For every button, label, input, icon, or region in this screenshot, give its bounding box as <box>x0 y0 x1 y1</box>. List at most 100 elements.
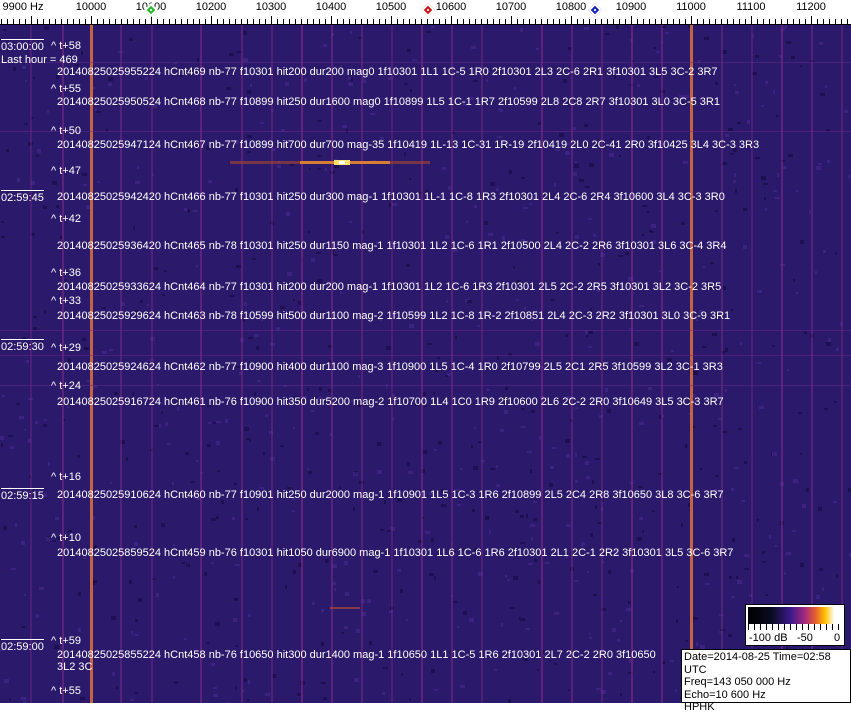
noise <box>44 493 47 497</box>
noise <box>22 337 26 340</box>
noise <box>600 253 605 257</box>
noise <box>0 649 3 651</box>
noise <box>3 526 7 530</box>
noise <box>447 373 451 376</box>
noise <box>566 143 570 145</box>
noise <box>129 580 132 584</box>
noise <box>681 222 685 225</box>
noise <box>607 362 609 364</box>
noise <box>367 599 371 603</box>
noise <box>677 586 679 588</box>
noise <box>95 108 97 111</box>
noise <box>608 570 611 574</box>
noise <box>625 252 629 255</box>
noise <box>825 85 827 88</box>
noise <box>80 697 85 700</box>
noise <box>521 239 525 242</box>
noise <box>734 84 736 86</box>
noise <box>521 408 525 410</box>
noise <box>819 42 823 45</box>
noise <box>659 270 662 272</box>
noise <box>0 436 4 440</box>
noise <box>793 279 795 282</box>
noise <box>810 334 814 338</box>
noise <box>8 435 13 437</box>
noise <box>671 350 674 352</box>
noise <box>184 638 187 640</box>
noise <box>584 124 588 127</box>
noise <box>460 685 465 688</box>
noise <box>639 305 644 307</box>
time-offset: ^ t+33 <box>51 295 81 307</box>
detection-record: 20140825025936420 hCnt465 nb-78 f10301 h… <box>57 240 727 252</box>
noise <box>505 575 507 577</box>
noise <box>217 470 220 472</box>
noise <box>190 481 195 483</box>
detection-record: 20140825025947124 hCnt467 nb-77 f10899 h… <box>57 139 760 151</box>
noise <box>737 122 741 124</box>
noise <box>496 465 498 468</box>
noise <box>132 392 134 396</box>
noise <box>786 647 788 650</box>
noise <box>765 208 767 211</box>
noise <box>407 397 409 400</box>
noise <box>736 576 738 579</box>
noise <box>536 48 539 50</box>
meteor-streak <box>330 607 360 609</box>
noise <box>513 266 515 269</box>
noise <box>31 117 33 119</box>
noise <box>575 480 578 483</box>
noise <box>216 516 219 519</box>
noise <box>725 389 727 392</box>
noise <box>26 360 29 363</box>
noise <box>586 476 590 479</box>
noise <box>389 610 393 613</box>
noise <box>328 345 332 348</box>
time-offset: ^ t+55 <box>51 685 81 697</box>
noise <box>244 427 249 431</box>
noise <box>239 372 242 375</box>
noise <box>357 242 362 244</box>
noise <box>33 77 35 79</box>
noise <box>554 183 556 187</box>
noise <box>422 392 426 396</box>
noise <box>523 657 528 661</box>
noise <box>52 181 57 185</box>
noise <box>521 177 525 179</box>
noise <box>293 299 295 301</box>
noise <box>518 74 523 76</box>
noise <box>773 90 775 94</box>
noise <box>524 307 526 310</box>
noise <box>593 594 597 596</box>
noise <box>177 407 179 411</box>
detection-record: 20140825025855224 hCnt458 nb-76 f10650 h… <box>57 649 656 673</box>
noise <box>28 439 31 443</box>
noise <box>308 471 312 474</box>
ruler-tick-label: 11000 <box>676 1 706 13</box>
noise <box>422 650 426 654</box>
noise <box>317 120 322 122</box>
noise <box>565 552 568 555</box>
strong-carrier-line <box>90 25 93 703</box>
noise <box>389 203 391 207</box>
noise <box>650 231 654 233</box>
noise <box>236 265 241 268</box>
noise <box>409 178 411 180</box>
carrier-line <box>751 25 753 703</box>
noise <box>120 440 125 444</box>
noise <box>733 148 737 152</box>
noise <box>98 313 100 315</box>
noise <box>744 554 749 557</box>
noise <box>618 255 623 257</box>
noise <box>638 486 643 488</box>
noise <box>700 468 702 470</box>
noise <box>339 486 341 489</box>
noise <box>743 208 747 211</box>
noise <box>340 292 343 294</box>
noise <box>531 410 535 413</box>
ruler-tick-label: 10800 <box>555 1 587 13</box>
noise <box>280 306 285 309</box>
noise <box>575 161 577 163</box>
noise <box>115 104 118 106</box>
noise <box>253 315 256 319</box>
